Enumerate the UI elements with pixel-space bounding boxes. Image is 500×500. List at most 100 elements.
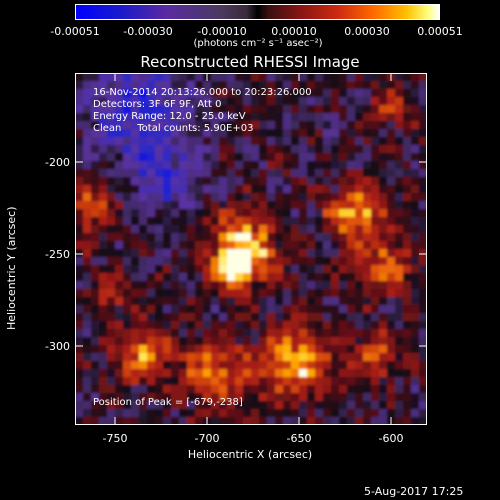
- heatmap-cell: [379, 145, 388, 154]
- heatmap-cell: [395, 129, 404, 138]
- heatmap-cell: [371, 385, 380, 394]
- heatmap-cell: [107, 105, 116, 114]
- heatmap-cell: [219, 417, 228, 425]
- heatmap-cell: [187, 217, 196, 226]
- heatmap-cell: [411, 401, 420, 410]
- heatmap-cell: [131, 249, 140, 258]
- heatmap-cell: [315, 209, 324, 218]
- heatmap-cell: [155, 281, 164, 290]
- heatmap-cell: [203, 241, 212, 250]
- heatmap-cell: [75, 281, 84, 290]
- heatmap-cell: [235, 177, 244, 186]
- heatmap-cell: [275, 217, 284, 226]
- heatmap-cell: [83, 297, 92, 306]
- heatmap-cell: [419, 329, 427, 338]
- heatmap-cell: [379, 73, 388, 82]
- heatmap-cell: [323, 97, 332, 106]
- heatmap-cell: [115, 121, 124, 130]
- heatmap-cell: [75, 289, 84, 298]
- heatmap-cell: [267, 129, 276, 138]
- heatmap-cell: [379, 89, 388, 98]
- heatmap-cell: [419, 281, 427, 290]
- heatmap-cell: [139, 361, 148, 370]
- heatmap-cell: [139, 321, 148, 330]
- heatmap-cell: [339, 105, 348, 114]
- heatmap-cell: [99, 377, 108, 386]
- heatmap-cell: [291, 337, 300, 346]
- heatmap-cell: [299, 113, 308, 122]
- heatmap-cell: [227, 73, 236, 82]
- heatmap-cell: [203, 193, 212, 202]
- heatmap-cell: [243, 217, 252, 226]
- heatmap-cell: [83, 105, 92, 114]
- heatmap-cell: [243, 345, 252, 354]
- heatmap-cell: [155, 297, 164, 306]
- heatmap-cell: [163, 353, 172, 362]
- heatmap-cell: [147, 377, 156, 386]
- heatmap-cell: [187, 417, 196, 425]
- heatmap-cell: [395, 281, 404, 290]
- heatmap-cell: [275, 241, 284, 250]
- heatmap-cell: [291, 129, 300, 138]
- heatmap-cell: [107, 401, 116, 410]
- heatmap-cell: [363, 121, 372, 130]
- heatmap-cell: [275, 385, 284, 394]
- heatmap-cell: [267, 225, 276, 234]
- heatmap-cell: [107, 353, 116, 362]
- heatmap-cell: [323, 209, 332, 218]
- heatmap-cell: [163, 153, 172, 162]
- heatmap-cell: [419, 361, 427, 370]
- heatmap-cell: [403, 233, 412, 242]
- heatmap-cell: [275, 297, 284, 306]
- heatmap-cell: [275, 97, 284, 106]
- heatmap-cell: [339, 265, 348, 274]
- heatmap-cell: [411, 281, 420, 290]
- heatmap-cell: [363, 73, 372, 82]
- heatmap-cell: [155, 337, 164, 346]
- heatmap-cell: [211, 281, 220, 290]
- heatmap-cell: [187, 353, 196, 362]
- heatmap-cell: [219, 337, 228, 346]
- heatmap-cell: [163, 249, 172, 258]
- heatmap-cell: [91, 193, 100, 202]
- heatmap-cell: [371, 105, 380, 114]
- heatmap-cell: [139, 73, 148, 82]
- heatmap-cell: [323, 393, 332, 402]
- heatmap-cell: [259, 361, 268, 370]
- heatmap-cell: [291, 153, 300, 162]
- heatmap-cell: [155, 193, 164, 202]
- heatmap-cell: [299, 281, 308, 290]
- heatmap-cell: [331, 193, 340, 202]
- heatmap-cell: [411, 305, 420, 314]
- heatmap-cell: [227, 89, 236, 98]
- heatmap-cell: [75, 417, 84, 425]
- heatmap-cell: [75, 145, 84, 154]
- heatmap-cell: [371, 201, 380, 210]
- heatmap-cell: [107, 145, 116, 154]
- heatmap-cell: [387, 321, 396, 330]
- heatmap-cell: [211, 289, 220, 298]
- heatmap-cell: [163, 281, 172, 290]
- heatmap-cell: [251, 393, 260, 402]
- heatmap-cell: [347, 137, 356, 146]
- heatmap-cell: [155, 169, 164, 178]
- heatmap-cell: [363, 417, 372, 425]
- heatmap-cell: [123, 177, 132, 186]
- heatmap-cell: [123, 361, 132, 370]
- heatmap-cell: [131, 145, 140, 154]
- heatmap-cell: [123, 305, 132, 314]
- heatmap-cell: [123, 193, 132, 202]
- heatmap-cell: [419, 337, 427, 346]
- heatmap-cell: [219, 297, 228, 306]
- heatmap-cell: [419, 225, 427, 234]
- heatmap-cell: [283, 281, 292, 290]
- heatmap-cell: [275, 377, 284, 386]
- heatmap-cell: [363, 161, 372, 170]
- heatmap-cell: [147, 233, 156, 242]
- heatmap-cell: [179, 97, 188, 106]
- heatmap-cell: [179, 385, 188, 394]
- heatmap-cell: [379, 353, 388, 362]
- heatmap-cell: [99, 169, 108, 178]
- heatmap-cell: [259, 281, 268, 290]
- heatmap-cell: [171, 289, 180, 298]
